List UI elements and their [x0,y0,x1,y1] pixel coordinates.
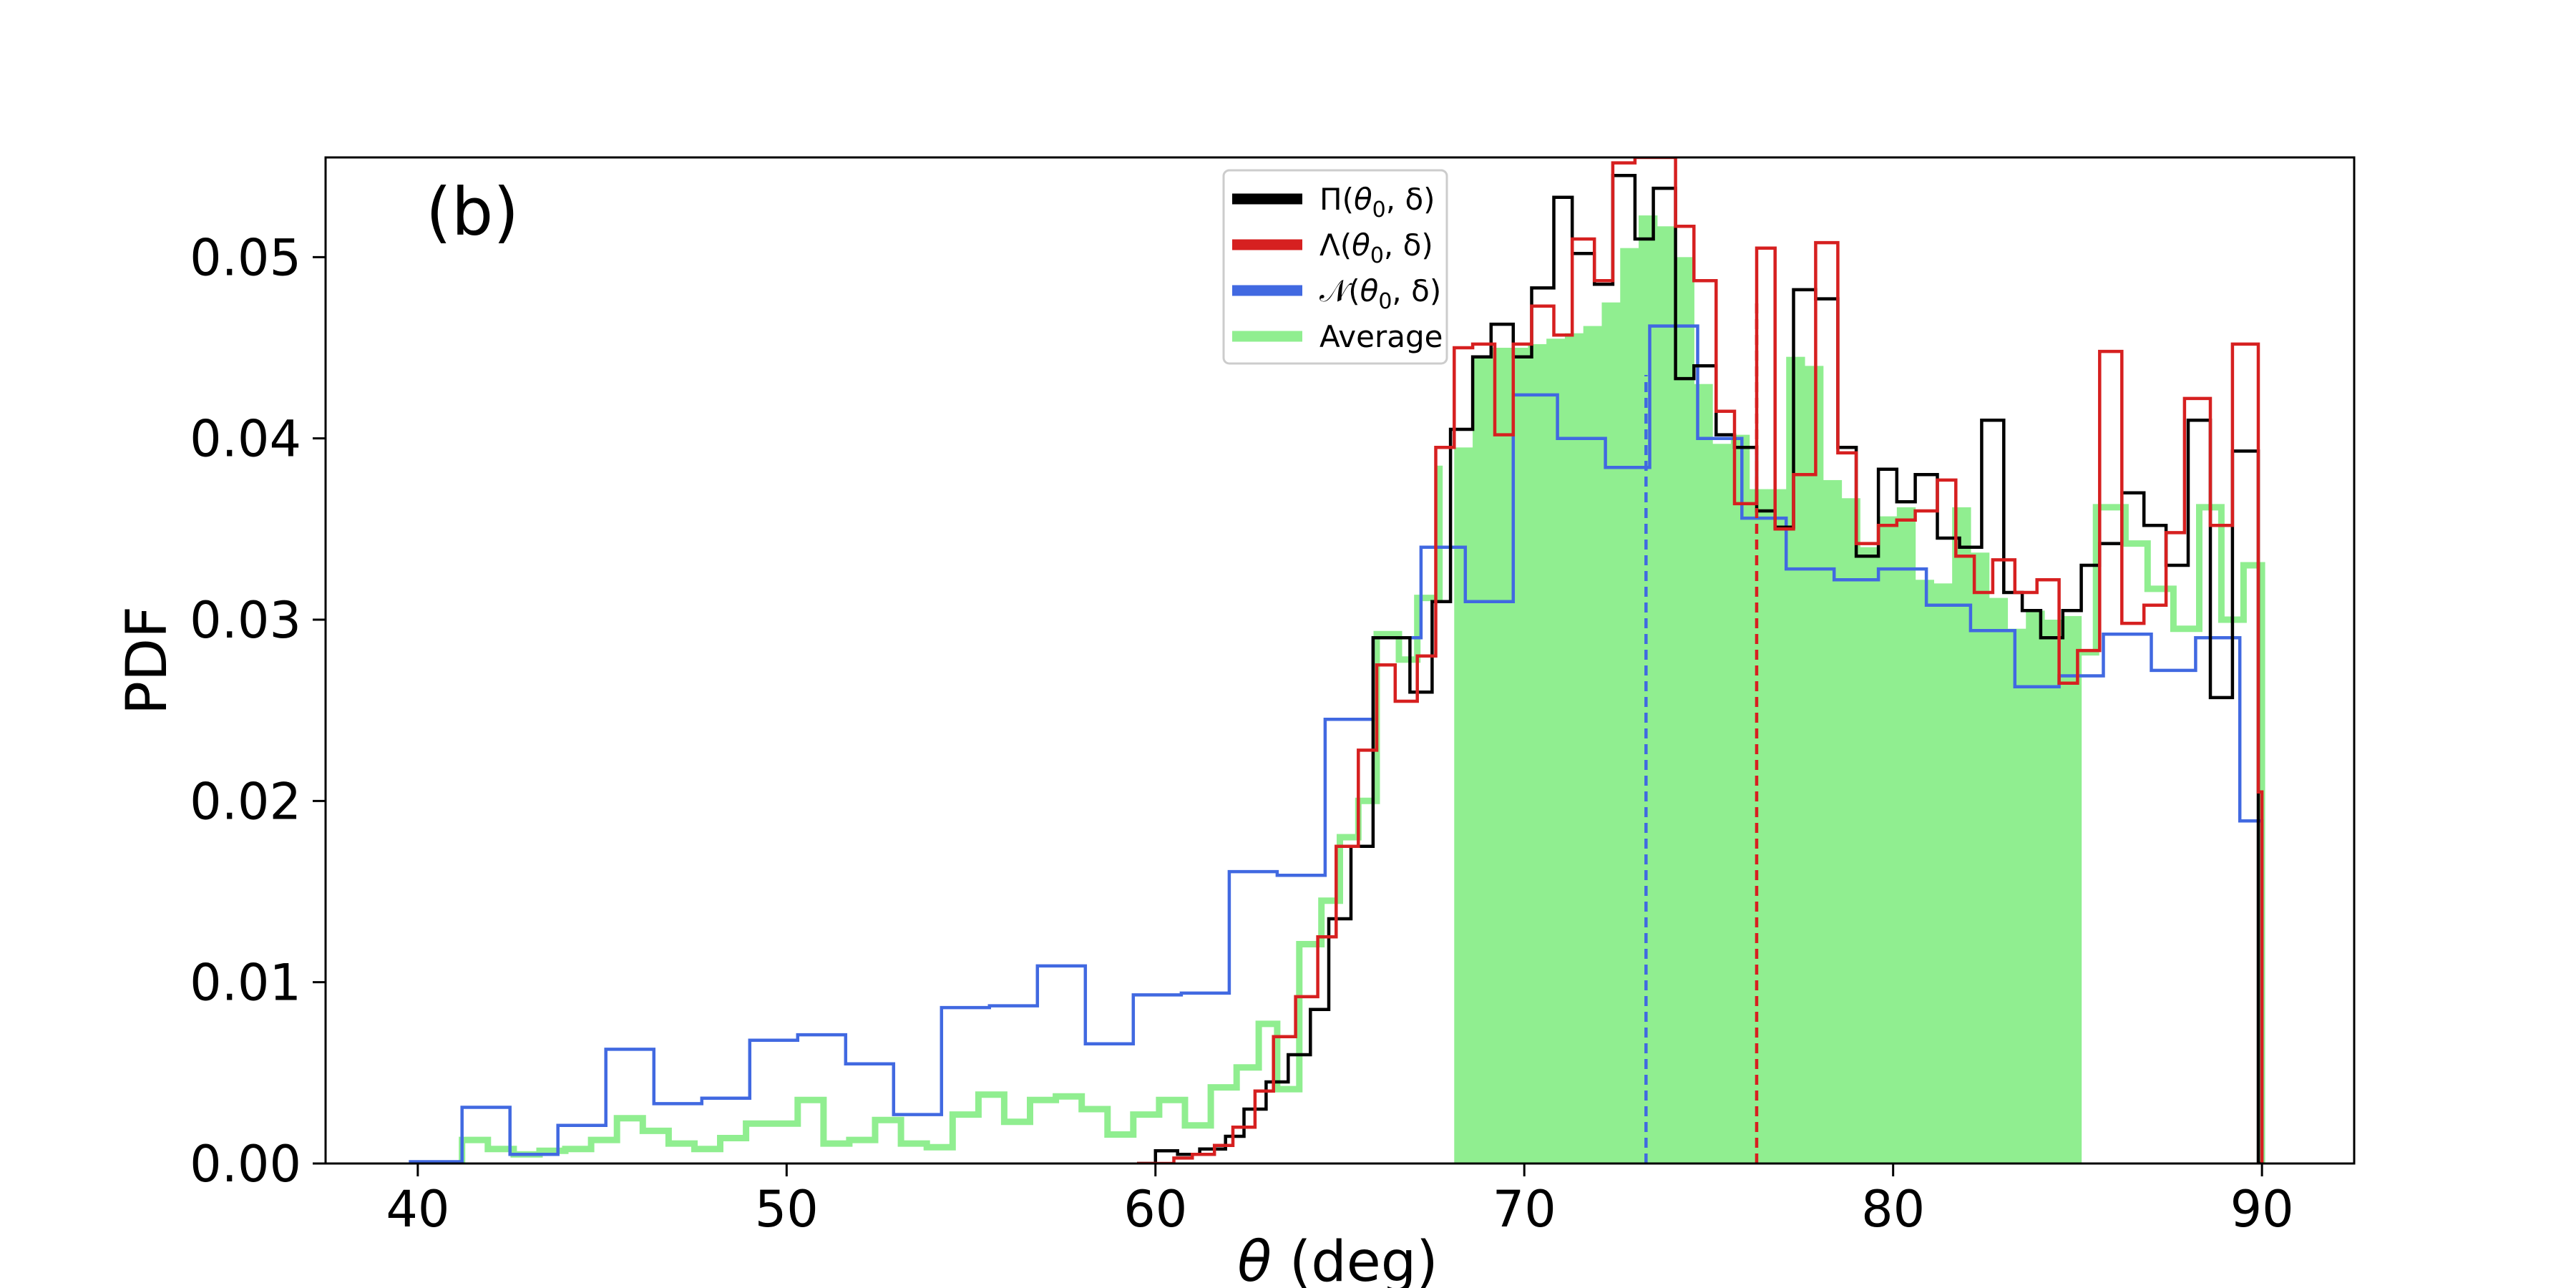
legend: Π(θ0, δ) Λ(θ0, δ) 𝒩(θ0, δ) Average [1222,169,1448,365]
shaded-average-bar [1583,326,1603,1163]
x-axis-label-unit: (deg) [1272,1230,1438,1288]
x-tick-label: 40 [386,1180,449,1239]
shaded-average-bar [1601,302,1621,1163]
shaded-average-bar [1970,552,1990,1163]
shaded-average-bar [2026,610,2045,1163]
shaded-average-bar [1841,498,1860,1163]
y-tick-label: 0.02 [190,772,301,831]
shaded-average-bar [1712,444,1732,1163]
shaded-average-bar [1933,583,1953,1163]
shaded-average-bar [1528,343,1547,1163]
shaded-average-bar [1564,333,1584,1163]
series-line-lambda [1137,157,2264,1163]
series-line-averagetail [2059,504,2265,1163]
plot-area [409,157,2265,1163]
shaded-average-bar [1896,507,1916,1163]
axis-ticks: 40 50 60 70 80 90 0.00 0.01 0.02 0.03 0.04 0.05 [190,228,2294,1239]
legend-label-n: 𝒩(θ0, δ) [1319,273,1441,314]
y-axis-label: PDF [115,606,180,715]
series-line-average [459,465,1443,1163]
shaded-average-bar [1639,215,1658,1163]
y-tick-label: 0.05 [190,228,301,287]
shaded-average-bar [1878,516,1898,1163]
shaded-average-bar [1675,257,1694,1163]
y-tick-label: 0.03 [190,591,301,650]
shaded-average-bar [1694,384,1713,1163]
shaded-average-bar [1749,489,1769,1163]
panel-label: (b) [426,174,519,250]
shaded-average-bar [1767,489,1787,1163]
x-tick-label: 50 [755,1180,819,1239]
shaded-average-bar [1952,507,1971,1163]
legend-label-average: Average [1319,319,1443,354]
axes-frame [324,156,2356,1165]
x-tick-label: 80 [1861,1180,1925,1239]
legend-label-lambda: Λ(θ0, δ) [1319,228,1433,268]
legend-box [1222,169,1448,365]
shaded-average-bar [1804,366,1824,1163]
x-axis-label-symbol: θ [1237,1230,1272,1288]
y-tick-label: 0.04 [190,410,301,469]
shaded-average-bar [1546,338,1566,1163]
shaded-average-bar [1823,479,1843,1163]
shaded-average-bar [1491,348,1511,1163]
shaded-average-bar [1786,356,1805,1163]
shaded-average-bar [1657,226,1677,1163]
x-tick-label: 60 [1123,1180,1187,1239]
x-axis-label: θ (deg) [1237,1230,1438,1288]
shaded-average-bar [1473,356,1492,1163]
shaded-average-bar [1860,547,1879,1163]
plot-clip-group [409,157,2265,1163]
shaded-average-bar [1620,248,1639,1163]
shaded-average-bar [1915,580,1934,1163]
x-tick-label: 90 [2230,1180,2294,1239]
shaded-average-bar [1989,597,2009,1163]
y-tick-label: 0.00 [190,1135,301,1194]
x-tick-label: 70 [1493,1180,1556,1239]
shaded-average-bar [1730,434,1750,1163]
y-tick-label: 0.01 [190,954,301,1013]
shaded-average-bar [1454,447,1473,1163]
legend-label-pi: Π(θ0, δ) [1319,182,1435,223]
shaded-average-bar [2007,628,2026,1163]
